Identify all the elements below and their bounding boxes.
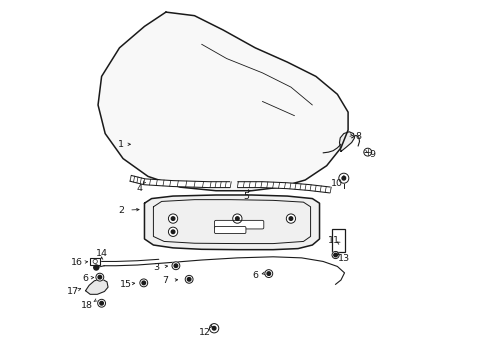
Polygon shape xyxy=(144,195,319,249)
Text: 15: 15 xyxy=(120,280,132,289)
Text: 3: 3 xyxy=(153,263,159,272)
Circle shape xyxy=(168,214,177,223)
Text: 5: 5 xyxy=(243,192,249,201)
Circle shape xyxy=(96,273,103,281)
Circle shape xyxy=(235,217,239,220)
Text: 6: 6 xyxy=(252,271,258,280)
Text: 1: 1 xyxy=(118,140,124,149)
Circle shape xyxy=(212,327,216,330)
Circle shape xyxy=(140,279,147,287)
Circle shape xyxy=(209,324,218,333)
Text: 7: 7 xyxy=(162,276,168,285)
Circle shape xyxy=(333,253,337,257)
Text: 9: 9 xyxy=(368,150,375,159)
Circle shape xyxy=(142,281,145,285)
Text: 13: 13 xyxy=(337,254,349,263)
Circle shape xyxy=(266,272,270,275)
Circle shape xyxy=(187,278,190,281)
Circle shape xyxy=(174,264,177,267)
Circle shape xyxy=(168,227,177,237)
Circle shape xyxy=(98,275,102,279)
Text: 10: 10 xyxy=(331,179,343,188)
Circle shape xyxy=(331,251,339,258)
Text: 12: 12 xyxy=(198,328,210,337)
Circle shape xyxy=(288,217,292,220)
Text: 4: 4 xyxy=(136,184,142,193)
Circle shape xyxy=(363,148,371,156)
Text: 11: 11 xyxy=(327,235,339,244)
Text: 14: 14 xyxy=(96,249,107,258)
Circle shape xyxy=(341,176,345,180)
Circle shape xyxy=(264,270,272,278)
Text: 2: 2 xyxy=(118,206,124,215)
Circle shape xyxy=(171,230,175,234)
Circle shape xyxy=(232,214,242,223)
Text: 16: 16 xyxy=(70,258,82,267)
Bar xyxy=(90,258,100,265)
Circle shape xyxy=(185,275,193,283)
Text: 6: 6 xyxy=(82,274,88,283)
Bar xyxy=(331,229,344,252)
Circle shape xyxy=(171,217,175,220)
FancyBboxPatch shape xyxy=(214,220,263,229)
Circle shape xyxy=(338,173,348,183)
Polygon shape xyxy=(85,279,108,294)
Polygon shape xyxy=(339,132,354,152)
Circle shape xyxy=(172,262,180,270)
Circle shape xyxy=(98,299,105,307)
Text: 18: 18 xyxy=(81,301,93,310)
Bar xyxy=(331,229,344,252)
Text: 17: 17 xyxy=(67,287,79,296)
Bar xyxy=(90,258,100,265)
Circle shape xyxy=(285,214,295,223)
FancyBboxPatch shape xyxy=(214,226,245,234)
Circle shape xyxy=(100,301,103,305)
Text: 8: 8 xyxy=(354,132,360,141)
Polygon shape xyxy=(98,12,347,191)
Circle shape xyxy=(94,265,99,270)
